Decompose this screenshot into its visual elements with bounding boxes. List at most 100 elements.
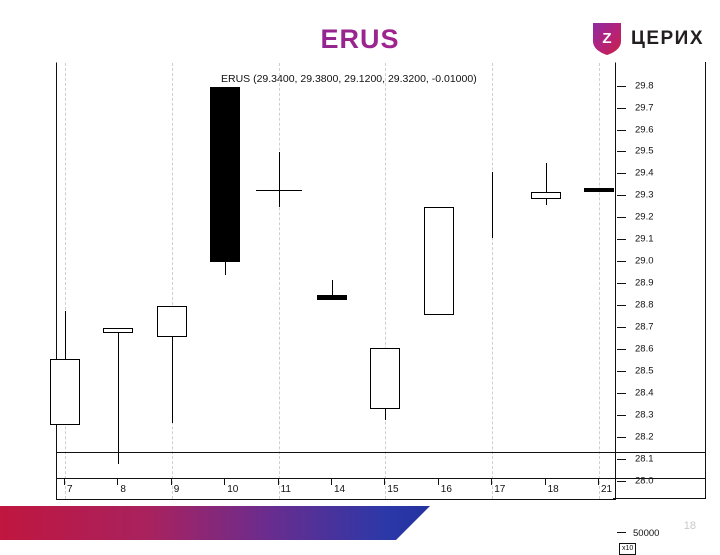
time-tick-label: 14 bbox=[334, 484, 346, 495]
candle bbox=[255, 63, 302, 499]
candle bbox=[530, 63, 561, 499]
gridline bbox=[278, 63, 280, 499]
price-tick-mark bbox=[617, 283, 626, 285]
svg-text:Z: Z bbox=[602, 30, 611, 47]
time-tick-label: 10 bbox=[227, 484, 239, 495]
exponent-label: x10 bbox=[619, 543, 637, 555]
price-tick-mark bbox=[617, 437, 626, 439]
price-tick-label: 29.1 bbox=[635, 233, 654, 245]
price-tick-label: 28.7 bbox=[635, 321, 654, 333]
price-tick-label: 28.3 bbox=[635, 409, 654, 421]
shield-z-icon: Z bbox=[592, 22, 622, 56]
price-tick-label: 29.2 bbox=[635, 211, 654, 223]
price-tick-label: 28.6 bbox=[635, 343, 654, 355]
price-tick-mark bbox=[617, 173, 626, 175]
time-tick-mark bbox=[384, 478, 386, 485]
candle bbox=[317, 63, 347, 499]
time-tick-label: 18 bbox=[547, 484, 559, 495]
price-tick-mark bbox=[617, 349, 626, 351]
candle bbox=[156, 63, 187, 499]
price-tick-mark bbox=[617, 239, 626, 241]
candle-body bbox=[255, 189, 302, 191]
time-tick-mark bbox=[544, 478, 546, 485]
volume-tick-mark bbox=[617, 532, 626, 533]
price-tick-mark bbox=[617, 217, 626, 219]
price-tick-label: 28.8 bbox=[635, 299, 654, 311]
gridline bbox=[492, 63, 494, 499]
time-tick-label: 17 bbox=[494, 484, 506, 495]
candle bbox=[423, 63, 454, 499]
price-tick-mark bbox=[617, 85, 626, 87]
candle-body bbox=[584, 187, 614, 193]
price-tick-label: 28.5 bbox=[635, 365, 654, 377]
gridline bbox=[385, 63, 387, 499]
footer-gradient-bar bbox=[0, 506, 430, 540]
candle-body bbox=[423, 207, 454, 315]
candle-wick bbox=[545, 163, 547, 206]
gridline bbox=[65, 63, 66, 499]
price-tick-label: 29.4 bbox=[635, 167, 654, 179]
page-number: 18 bbox=[683, 520, 696, 532]
candle-wick bbox=[492, 172, 494, 239]
candle bbox=[210, 63, 241, 499]
candle bbox=[584, 63, 614, 499]
price-tick-mark bbox=[617, 129, 626, 131]
price-tick-mark bbox=[617, 481, 626, 482]
time-tick-label: 15 bbox=[387, 484, 399, 495]
candle-body bbox=[317, 295, 347, 300]
gridline bbox=[171, 63, 173, 499]
brand-logo: Z ЦЕРИХ bbox=[592, 22, 704, 56]
price-tick-label: 28.9 bbox=[635, 277, 654, 289]
price-tick-label: 29.5 bbox=[635, 145, 654, 157]
candle-body bbox=[50, 358, 80, 425]
candle-wick bbox=[171, 306, 173, 423]
price-tick-mark bbox=[617, 195, 626, 197]
price-tick-label: 29.3 bbox=[635, 189, 654, 201]
time-tick-mark bbox=[170, 478, 172, 485]
price-tick-label: 28.0 bbox=[635, 475, 654, 487]
price-tick-mark bbox=[617, 261, 626, 263]
page-title: ERUS bbox=[0, 24, 720, 55]
time-tick-mark bbox=[64, 478, 65, 485]
candlestick-chart[interactable]: ERUS (29.3400, 29.3800, 29.1200, 29.3200… bbox=[50, 62, 616, 500]
price-tick-label: 28.2 bbox=[635, 431, 654, 443]
price-tick-mark bbox=[617, 459, 626, 461]
candle-body bbox=[370, 348, 401, 410]
price-axis: 29.8 29.7 29.6 29.5 29.4 29.3 29.2 29.1 29.0 28.9… bbox=[613, 62, 706, 555]
time-tick-mark bbox=[437, 478, 439, 485]
price-tick-label: 29.7 bbox=[635, 102, 654, 114]
price-tick-mark bbox=[617, 415, 626, 417]
gridline bbox=[599, 63, 600, 499]
time-tick-label: 21 bbox=[601, 484, 613, 495]
price-tick-mark bbox=[617, 305, 626, 307]
candle-body bbox=[103, 328, 134, 334]
price-tick-mark bbox=[617, 107, 626, 109]
candle-body bbox=[156, 306, 187, 337]
price-tick-label: 29.8 bbox=[635, 80, 654, 92]
price-tick-label: 29.0 bbox=[635, 255, 654, 267]
candle bbox=[103, 63, 134, 499]
candle bbox=[370, 63, 401, 499]
price-tick-mark bbox=[617, 393, 626, 395]
time-tick-label: 7 bbox=[67, 484, 73, 495]
candle bbox=[50, 63, 80, 499]
time-tick-mark bbox=[491, 478, 493, 485]
price-tick-label: 29.6 bbox=[635, 124, 654, 135]
time-axis-separator bbox=[56, 478, 706, 479]
time-tick-label: 16 bbox=[440, 484, 452, 495]
time-tick-mark bbox=[598, 478, 599, 485]
candle-wick bbox=[118, 328, 120, 465]
volume-tick-label: 50000 bbox=[633, 528, 660, 539]
price-tick-label: 28.4 bbox=[635, 387, 654, 399]
candle bbox=[477, 63, 507, 499]
chart-quote-label: ERUS (29.3400, 29.3800, 29.1200, 29.3200… bbox=[221, 73, 477, 85]
slide-root: ERUS Z ЦЕРИХ ERUS (29.3400, 29.3800, 29.… bbox=[0, 22, 720, 555]
candle-wick bbox=[332, 279, 333, 296]
time-tick-label: 9 bbox=[173, 484, 180, 495]
time-tick-label: 11 bbox=[280, 484, 291, 495]
time-tick-mark bbox=[117, 478, 119, 485]
time-tick-mark bbox=[277, 478, 279, 485]
price-tick-mark bbox=[617, 151, 626, 153]
candle-wick bbox=[278, 152, 280, 208]
price-tick-label: 28.1 bbox=[635, 453, 654, 465]
